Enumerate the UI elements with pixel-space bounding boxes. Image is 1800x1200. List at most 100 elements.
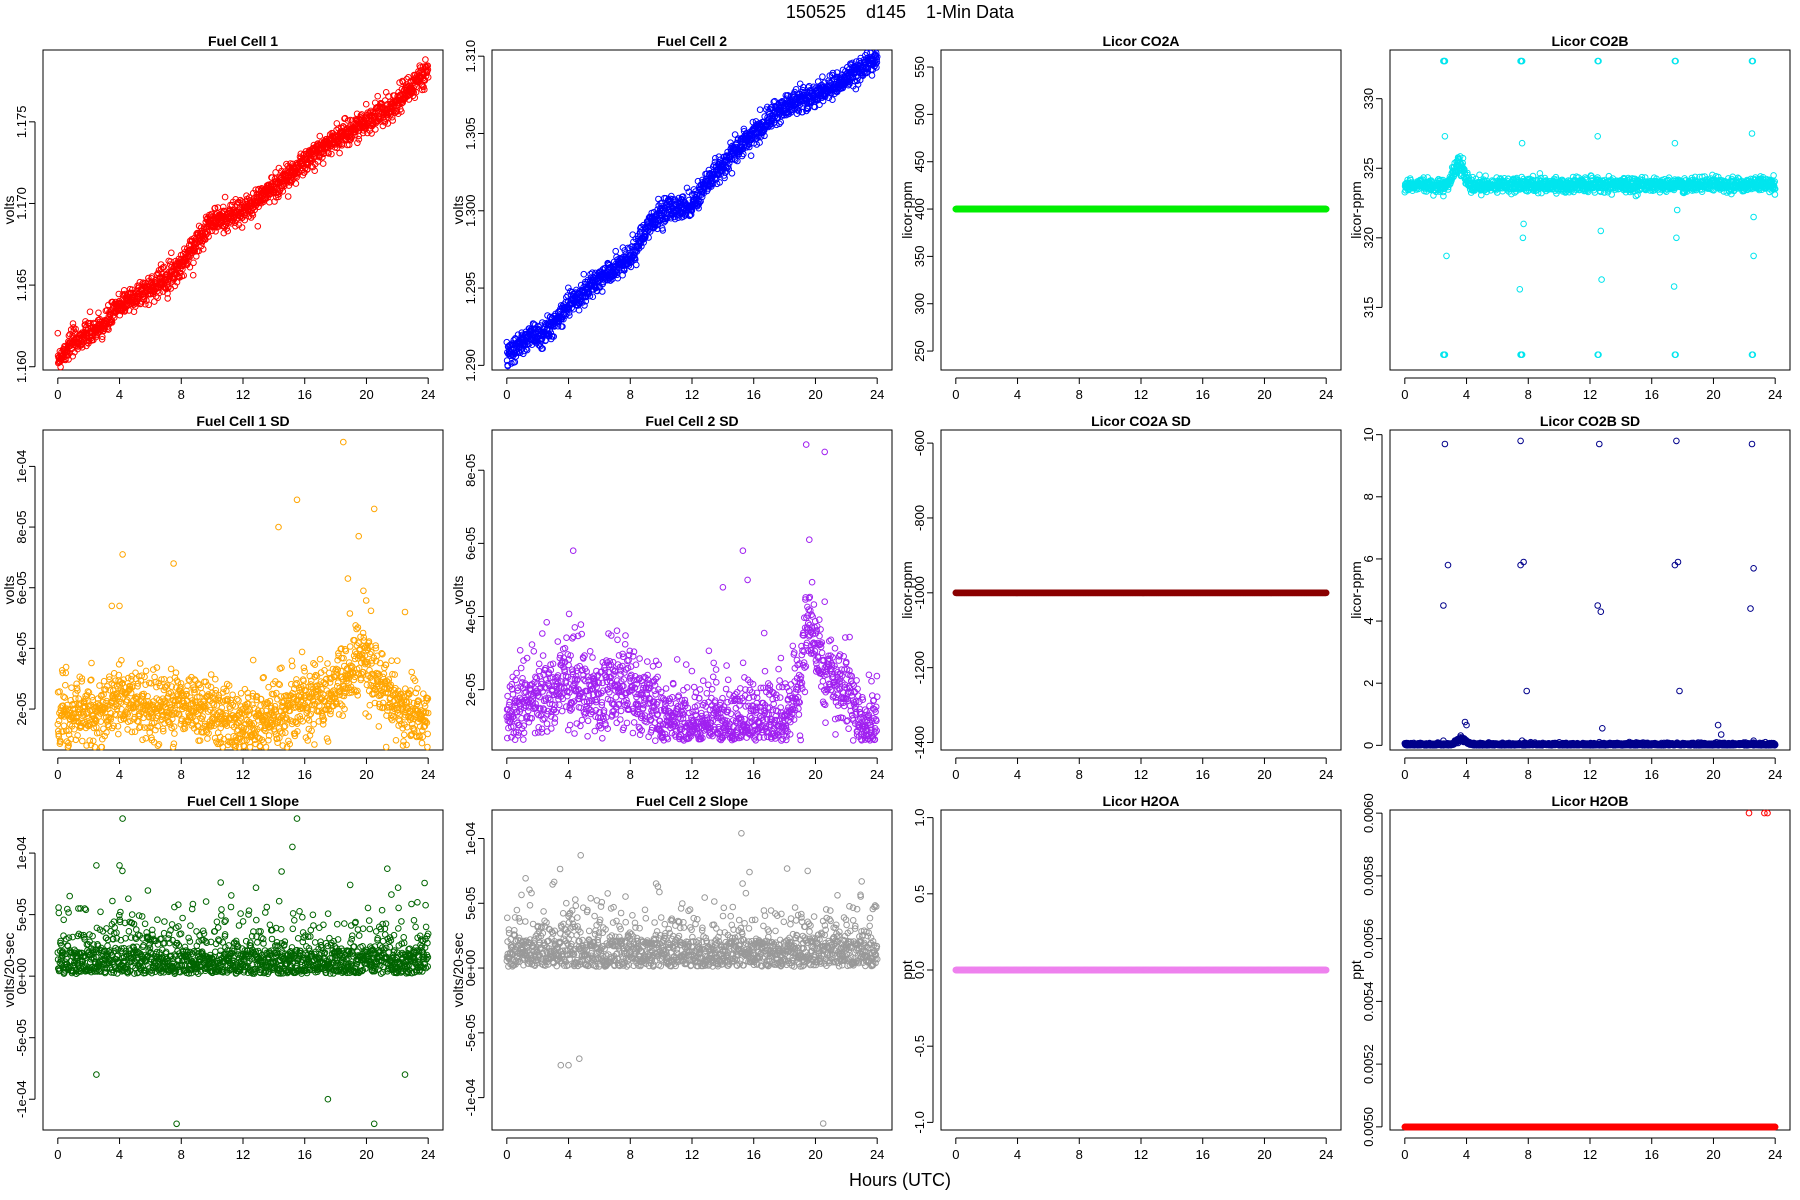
x-tick-label: 24 — [1319, 387, 1333, 402]
data-point — [95, 309, 102, 317]
plot-frame — [1389, 49, 1791, 371]
data-point — [316, 132, 324, 140]
data-point — [179, 265, 186, 273]
x-tick-label: 4 — [116, 387, 123, 402]
panel-title: Licor CO2A — [1102, 33, 1179, 49]
data-point — [57, 363, 64, 371]
y-tick-label: 500 — [912, 104, 927, 126]
x-axis: 0 4 8 12 16 20 24 — [952, 377, 1333, 402]
y-axis-label: volts — [1, 196, 17, 225]
x-tick-label: 0 — [54, 387, 61, 402]
data-point — [372, 126, 379, 133]
x-tick-label: 8 — [178, 387, 185, 402]
data-point — [69, 320, 77, 327]
y-tick-label: 315 — [1361, 297, 1376, 319]
y-tick-label: 320 — [1361, 227, 1376, 249]
x-tick-label: 0 — [503, 387, 510, 402]
y-tick-label: 1.165 — [14, 269, 29, 302]
y-tick-label: 1.300 — [463, 194, 478, 227]
data-point — [98, 336, 106, 343]
x-axis: 0 4 8 12 16 20 24 — [503, 377, 884, 402]
x-tick-label: 16 — [1195, 387, 1209, 402]
y-tick-label: 400 — [912, 198, 927, 220]
data-point — [354, 139, 361, 147]
data-point — [756, 106, 764, 113]
x-tick-label: 8 — [1076, 387, 1083, 402]
data-point — [186, 263, 194, 271]
x-tick-label: 8 — [1525, 387, 1532, 402]
data-point — [238, 224, 246, 231]
data-point — [145, 301, 152, 309]
panel-title: Fuel Cell 2 — [657, 33, 727, 49]
data-point — [104, 325, 111, 333]
data-point — [54, 329, 62, 337]
y-tick-label: 300 — [912, 293, 927, 315]
y-tick-label: 1.310 — [463, 40, 478, 73]
data-point — [241, 216, 248, 224]
x-tick-label: 12 — [685, 387, 699, 402]
data-point — [796, 80, 804, 88]
data-point — [374, 92, 382, 100]
data-point — [612, 247, 620, 255]
y-tick-label: 1.295 — [463, 272, 478, 305]
x-tick-label: 4 — [565, 387, 572, 402]
data-point — [319, 160, 327, 167]
y-tick-label: 250 — [912, 340, 927, 362]
plot-frame — [42, 49, 444, 371]
x-tick-label: 20 — [359, 387, 373, 402]
data-point — [189, 271, 197, 279]
data-point — [195, 247, 203, 255]
data-point — [205, 233, 212, 240]
data-point — [142, 300, 149, 308]
y-tick-label: 1.160 — [14, 350, 29, 383]
data-point — [212, 228, 219, 235]
data-point — [211, 204, 219, 212]
data-point — [199, 245, 207, 253]
data-points — [54, 56, 432, 371]
data-point — [164, 295, 171, 302]
data-point — [633, 261, 640, 269]
data-point — [284, 193, 292, 200]
x-axis: 0 4 8 12 16 20 24 — [54, 377, 435, 402]
data-points — [952, 205, 1330, 213]
data-point — [389, 117, 397, 124]
x-tick-label: 4 — [1463, 387, 1470, 402]
data-point — [190, 259, 197, 267]
data-point — [868, 72, 876, 79]
data-point — [747, 152, 755, 159]
data-point — [422, 56, 429, 63]
data-point — [819, 73, 826, 80]
data-point — [204, 229, 212, 236]
data-point — [163, 281, 171, 289]
data-point — [221, 193, 229, 201]
x-tick-label: 16 — [746, 387, 760, 402]
data-point — [65, 356, 72, 363]
y-tick-label: 325 — [1361, 157, 1376, 179]
x-tick-label: 16 — [1644, 387, 1658, 402]
data-point — [65, 332, 73, 340]
data-point — [777, 118, 785, 126]
data-point — [168, 249, 175, 257]
data-point — [355, 136, 363, 143]
x-tick-label: 20 — [1257, 387, 1271, 402]
x-tick-label: 4 — [1014, 387, 1021, 402]
y-tick-label: 1.290 — [463, 349, 478, 382]
x-tick-label: 24 — [421, 387, 435, 402]
data-point — [336, 149, 343, 157]
y-tick-label: 330 — [1361, 88, 1376, 110]
data-point — [159, 264, 167, 272]
data-points — [503, 49, 881, 370]
y-tick-label: 1.175 — [14, 106, 29, 139]
data-point — [1476, 171, 1483, 179]
data-point — [160, 263, 168, 271]
data-point — [362, 100, 370, 108]
data-point — [70, 327, 78, 334]
x-tick-label: 16 — [297, 387, 311, 402]
x-tick-label: 12 — [236, 387, 250, 402]
x-tick-label: 12 — [1134, 387, 1148, 402]
y-tick-label: 550 — [912, 56, 927, 78]
